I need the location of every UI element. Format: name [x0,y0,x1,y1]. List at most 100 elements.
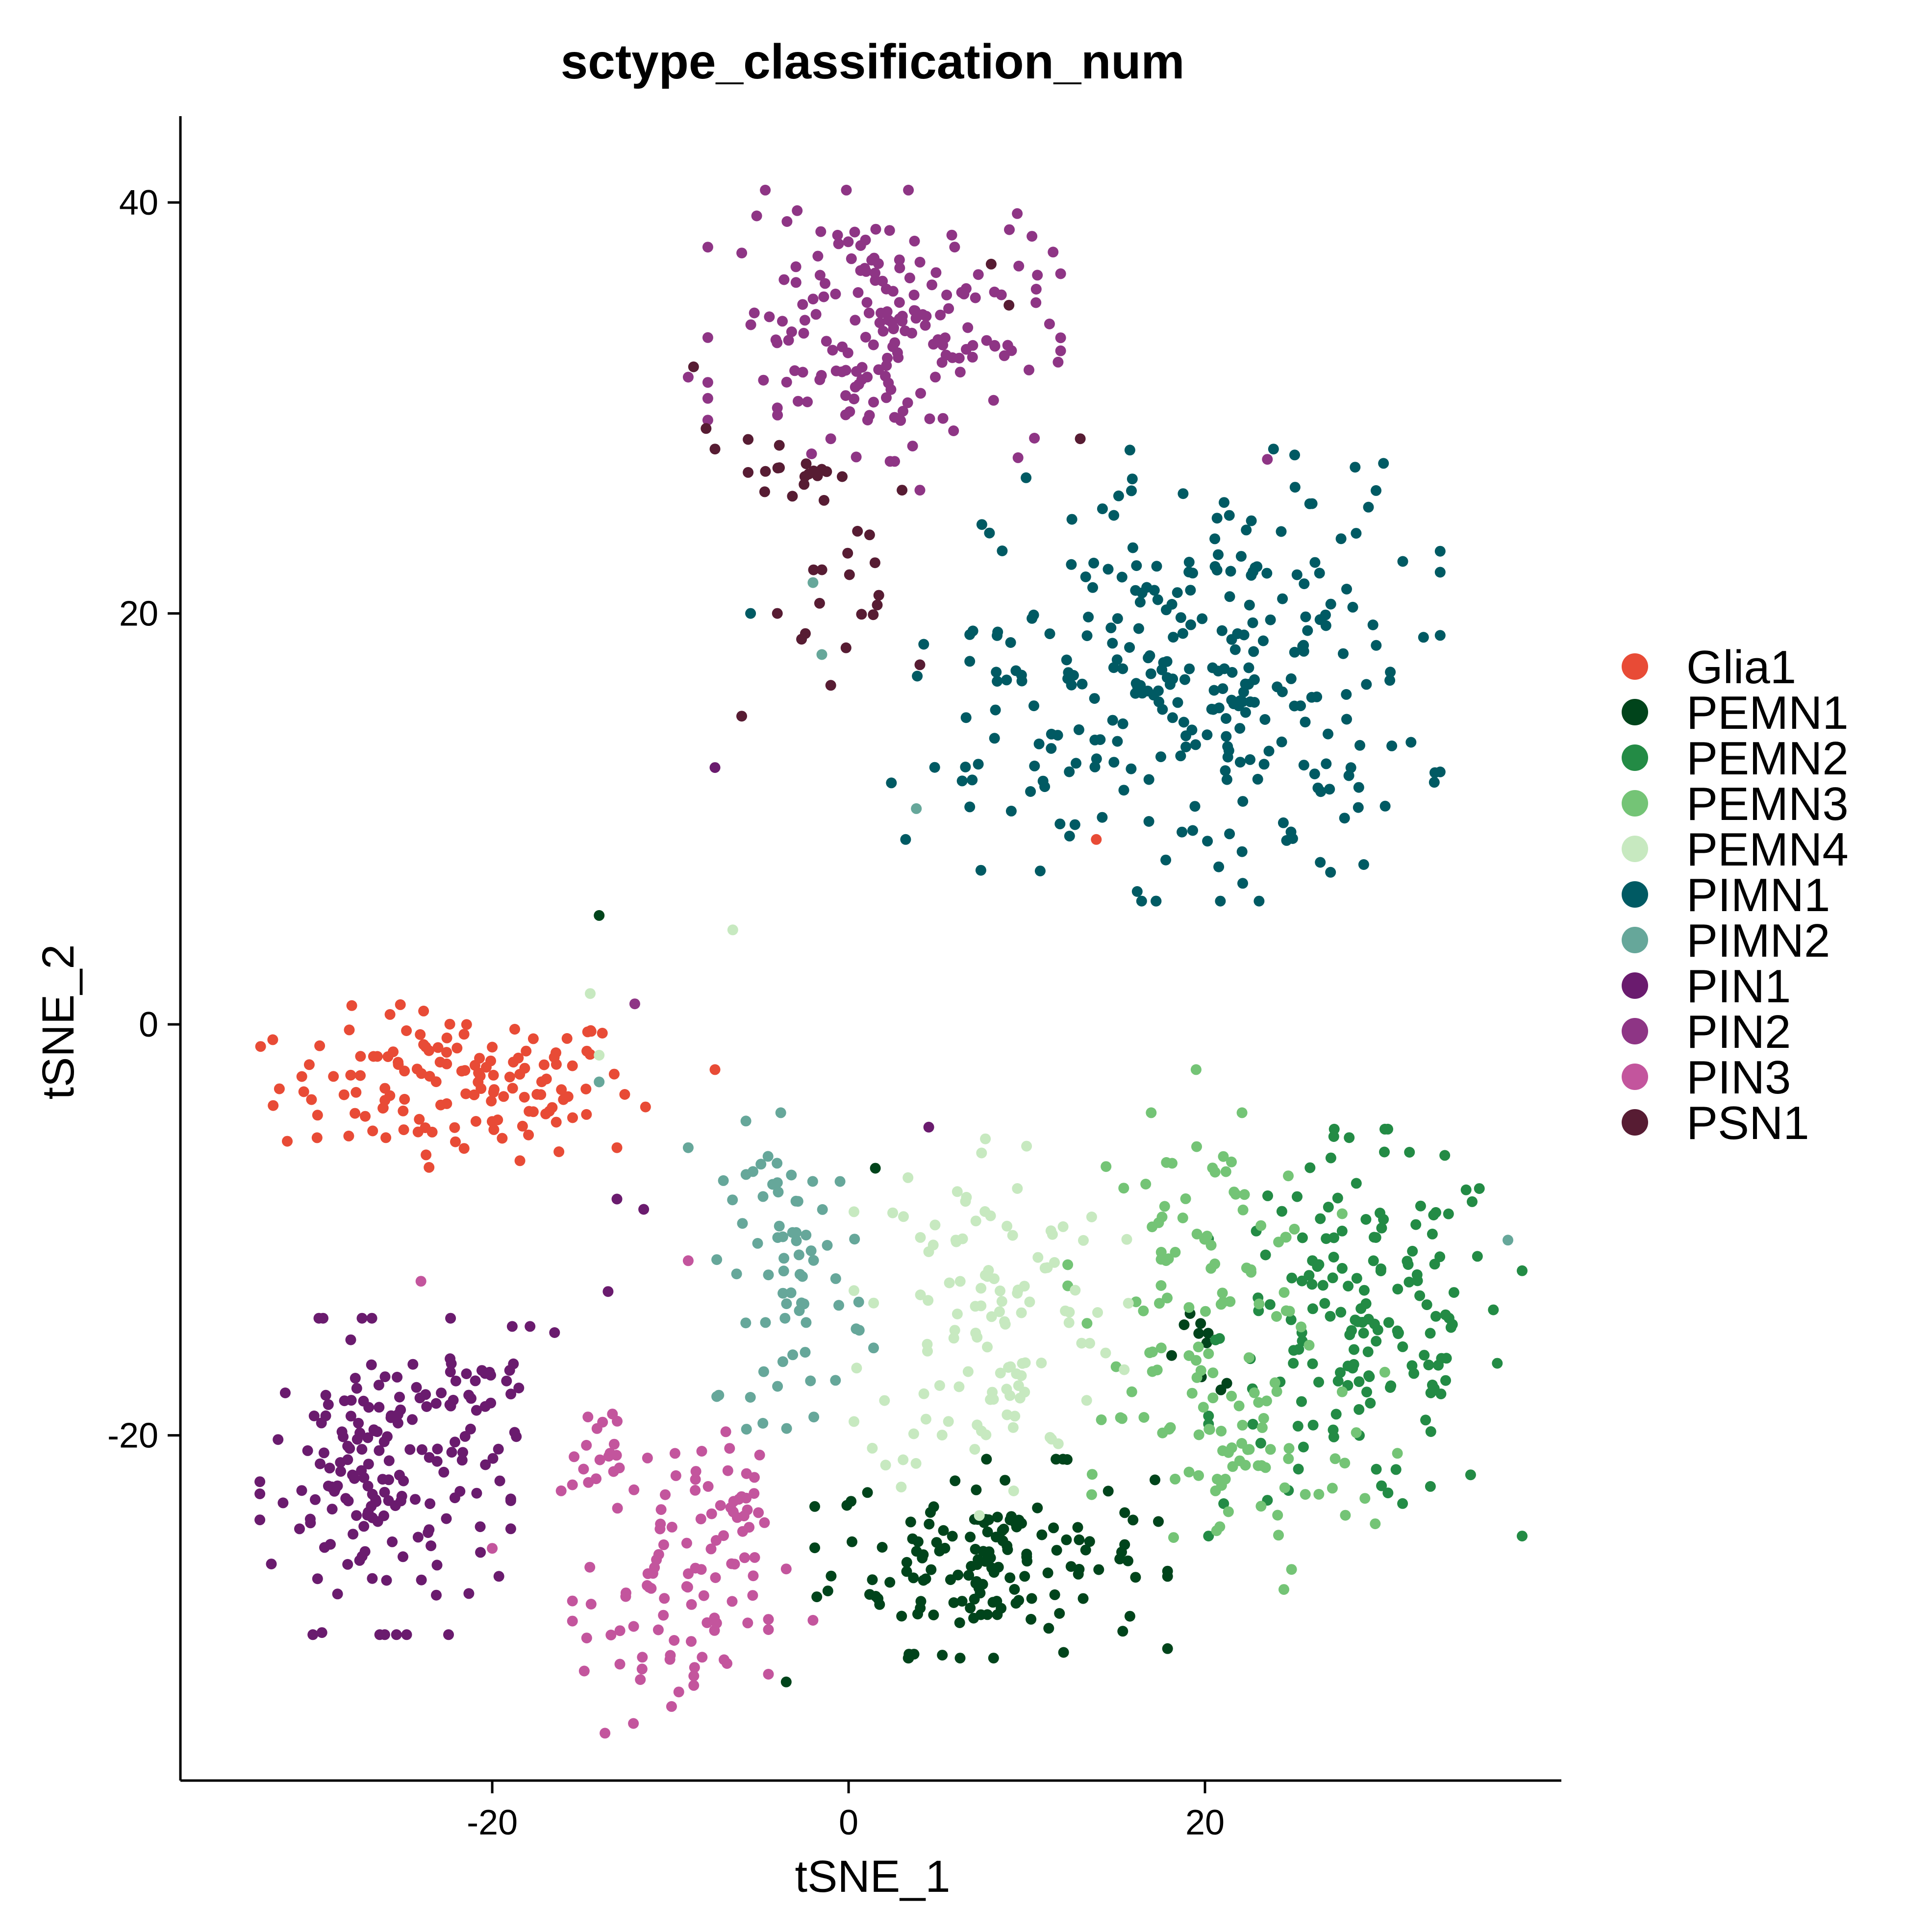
data-point [880,283,892,295]
data-point [401,1025,412,1036]
data-point [764,311,775,322]
data-point [1152,1364,1163,1376]
data-point [343,1495,354,1507]
data-point [1133,623,1144,634]
y-tick-label: 40 [119,183,158,223]
data-point [860,234,871,246]
data-point [416,1444,427,1455]
data-point [682,1142,694,1153]
data-point [758,374,769,386]
data-point [696,1564,707,1575]
data-point [748,1570,759,1582]
data-point [915,1596,927,1607]
data-point [351,1510,362,1521]
data-point [1187,568,1198,579]
data-point [1170,1473,1181,1485]
data-point [1152,594,1163,605]
data-point [266,1559,277,1570]
data-point [1049,1257,1060,1268]
data-point [807,577,819,588]
data-point [1268,444,1279,455]
data-point [328,1071,339,1082]
data-point [1026,1613,1037,1625]
data-point [1143,774,1154,785]
data-point [781,1423,792,1434]
data-point [982,1341,993,1353]
data-point [398,1105,409,1116]
data-point [1226,634,1237,645]
data-point [853,1296,864,1308]
data-point [1323,728,1333,740]
data-point [822,1585,833,1597]
data-point [1042,1567,1053,1579]
data-point [399,1093,410,1105]
data-point [956,287,967,298]
data-point [999,350,1010,361]
data-point [316,1417,327,1429]
data-point [345,1411,356,1422]
data-point [1252,561,1263,572]
data-point [785,1287,797,1298]
data-point [1313,1488,1325,1500]
data-point [1241,524,1252,536]
legend-swatch-pin2 [1622,1018,1648,1044]
data-point [763,1624,774,1635]
data-point [1411,1269,1423,1280]
data-point [1271,1311,1282,1322]
data-point [1126,485,1137,496]
data-point [1390,1464,1402,1475]
x-axis-label: tSNE_1 [795,1852,950,1902]
data-point [463,1389,475,1401]
data-point [1306,498,1318,509]
data-point [731,1268,742,1280]
data-point [612,1415,623,1427]
data-point [1415,1200,1426,1212]
data-point [763,1669,774,1680]
data-point [449,1122,460,1133]
data-point [1216,625,1228,636]
data-point [551,1116,562,1128]
data-point [1021,1548,1032,1560]
data-point [1081,630,1093,642]
data-point [658,1610,669,1621]
data-point [1371,485,1381,496]
data-point [1385,1382,1396,1393]
data-point [968,1612,979,1624]
data-point [962,322,974,333]
data-point [974,1510,985,1521]
data-point [1226,694,1237,706]
data-point [816,564,827,575]
data-point [791,1227,802,1238]
data-point [1124,1610,1135,1622]
data-point [1367,619,1379,630]
data-point [1358,1328,1369,1339]
data-point [306,1094,317,1105]
data-point [1296,1321,1307,1333]
data-point [578,1463,589,1475]
data-point [445,1353,456,1364]
data-point [1244,599,1255,611]
data-point [797,299,808,310]
data-point [1161,604,1172,616]
data-point [398,1475,409,1486]
data-point [418,1005,429,1016]
x-tick-label: -20 [467,1803,518,1842]
data-point [267,1034,278,1045]
data-point [894,262,905,273]
data-point [1265,614,1276,625]
data-point [904,272,915,284]
data-point [1205,1263,1217,1274]
data-point [843,236,854,248]
data-point [1219,497,1229,508]
data-point [561,1033,573,1044]
data-point [789,365,801,376]
data-point [827,345,838,356]
data-point [996,1296,1007,1307]
data-point [1363,1313,1374,1325]
data-point [459,1431,471,1442]
data-point [1065,1561,1077,1572]
data-point [988,1394,999,1405]
data-point [302,1445,313,1456]
data-point [407,1359,419,1370]
data-point [752,1238,763,1249]
